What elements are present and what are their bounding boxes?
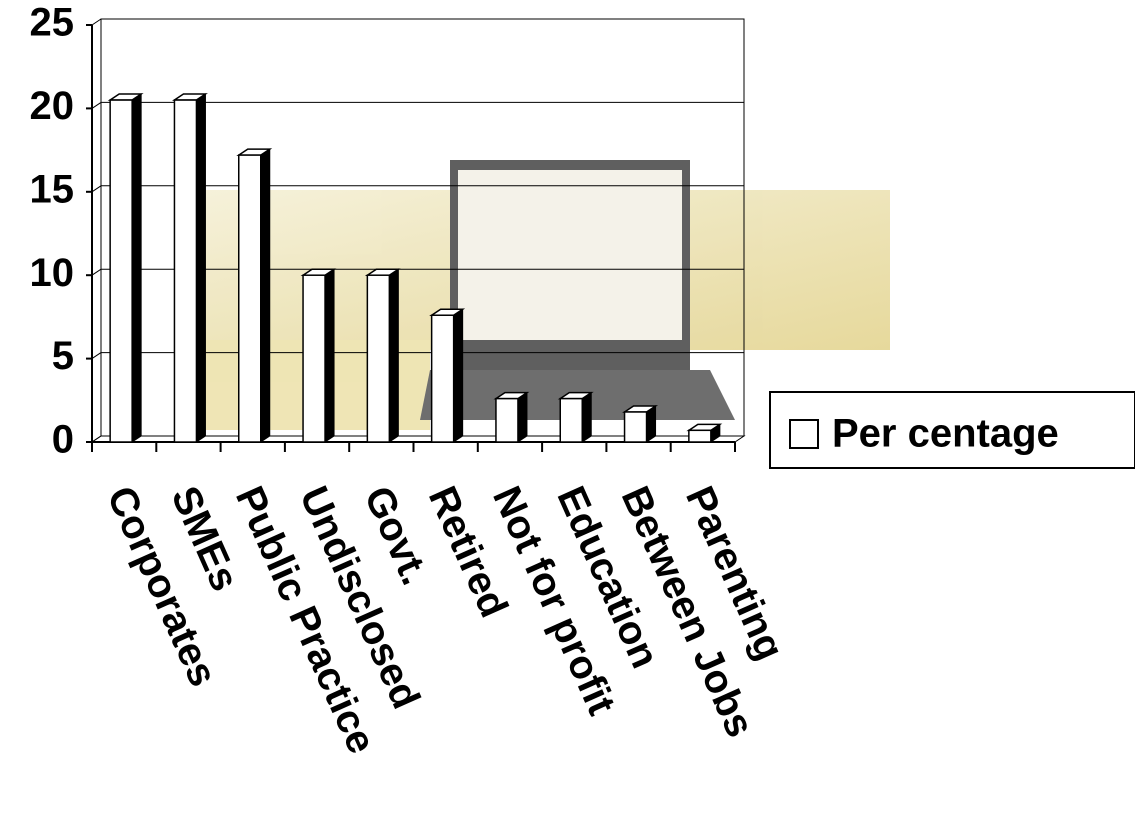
grid-line: [91, 101, 102, 109]
y-tick-label: 0: [52, 418, 74, 462]
y-tick-label: 15: [30, 167, 75, 211]
bar: [109, 99, 133, 443]
legend-swatch: [789, 419, 819, 449]
grid-line: [91, 435, 102, 443]
bar-side: [260, 148, 271, 443]
bar-side: [388, 268, 399, 443]
bar-side: [131, 93, 142, 443]
bar-side: [517, 391, 528, 443]
bar-side: [324, 268, 335, 443]
grid-line: [91, 185, 102, 193]
grid-line: [91, 18, 102, 26]
y-tick-label: 5: [52, 334, 74, 378]
y-tick-label: 10: [30, 251, 75, 295]
bar: [366, 274, 391, 443]
bar: [623, 411, 648, 443]
bar: [430, 314, 455, 443]
bar: [559, 397, 583, 443]
y-tick-label: 20: [30, 84, 75, 128]
bar: [173, 99, 198, 443]
grid-line: [91, 352, 102, 360]
legend-box: [769, 391, 1135, 469]
bar-side: [195, 93, 206, 443]
bar: [688, 429, 712, 443]
bar: [302, 274, 326, 443]
legend-label: Per centage: [832, 412, 1059, 456]
bar: [238, 154, 262, 443]
grid-line: [91, 268, 102, 276]
bar-side: [453, 308, 464, 443]
bar-side: [581, 391, 592, 443]
bar: [495, 397, 519, 443]
y-tick-label: 25: [30, 1, 75, 45]
